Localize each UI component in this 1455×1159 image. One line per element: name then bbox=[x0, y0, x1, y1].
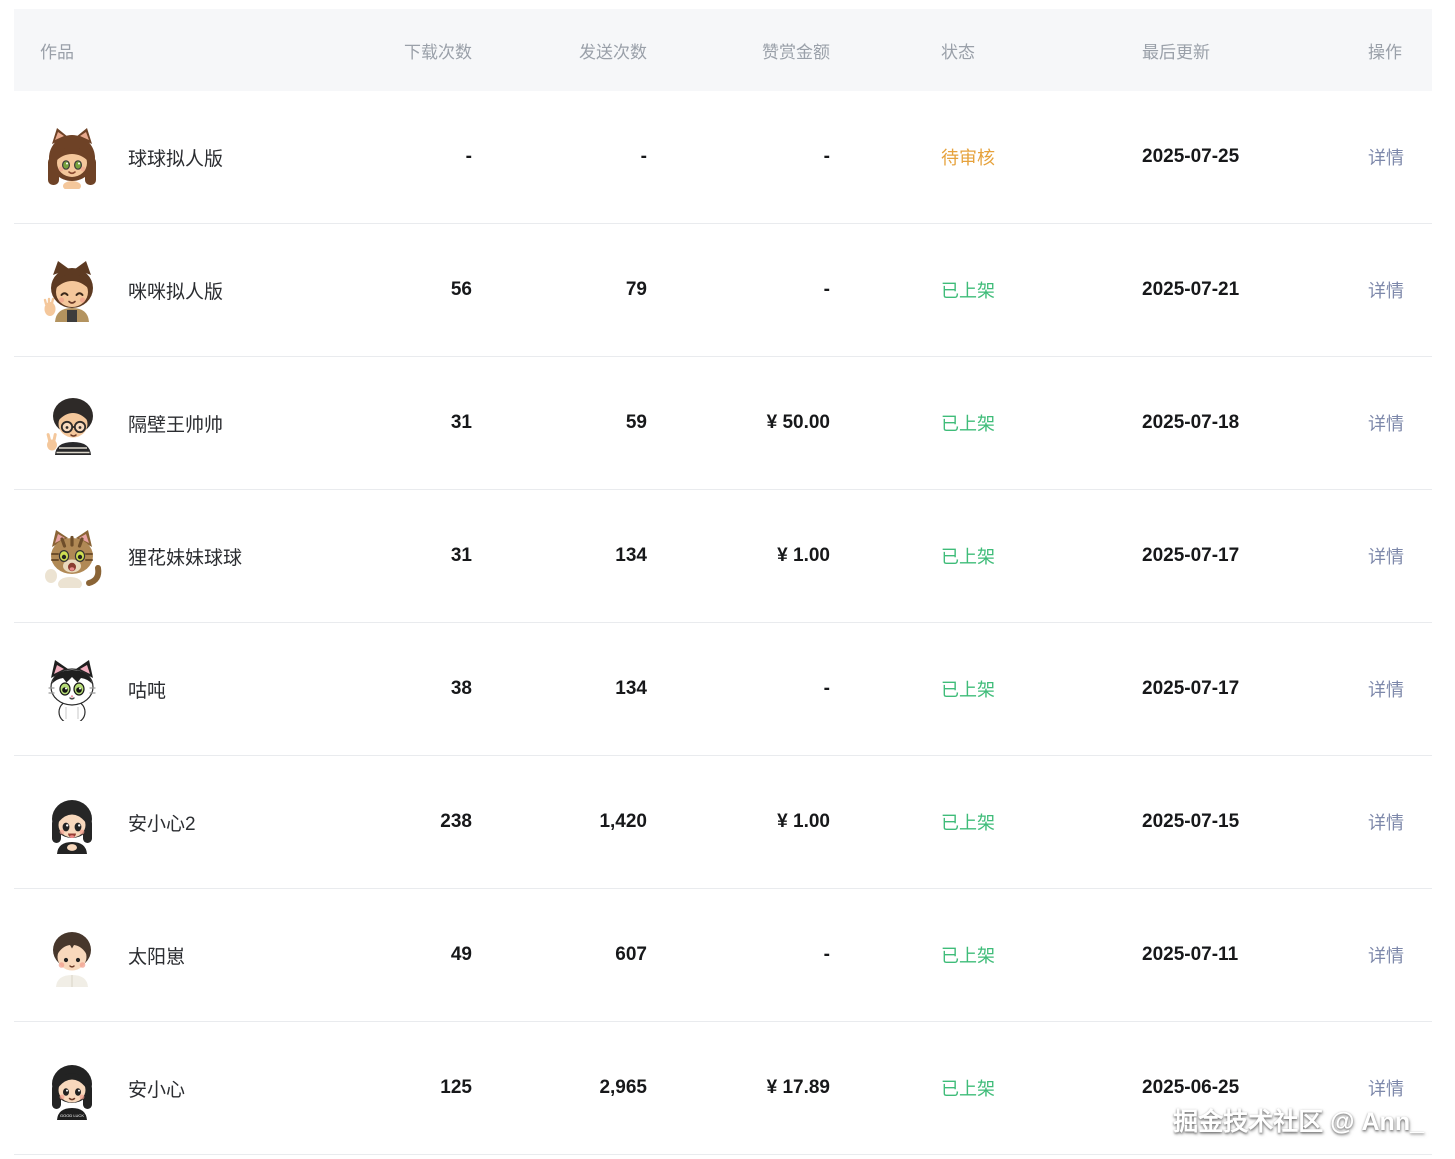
table-header: 作品 下载次数 发送次数 赞赏金额 状态 最后更新 操作 bbox=[14, 9, 1432, 91]
artworks-table: 作品 下载次数 发送次数 赞赏金额 状态 最后更新 操作 bbox=[14, 9, 1432, 1155]
updated-value: 2025-07-17 bbox=[1142, 545, 1240, 566]
downloads-value: 31 bbox=[450, 412, 472, 433]
artwork-name: 球球拟人版 bbox=[128, 148, 224, 170]
updated-value: 2025-07-18 bbox=[1142, 412, 1240, 433]
sends-value: 59 bbox=[625, 412, 647, 433]
reward-value: ¥ 17.89 bbox=[766, 1077, 830, 1098]
downloads-value: 49 bbox=[450, 944, 472, 965]
updated-value: 2025-07-25 bbox=[1142, 146, 1240, 167]
detail-link[interactable]: 详情 bbox=[1368, 946, 1404, 966]
col-updated: 最后更新 bbox=[1142, 42, 1210, 62]
watermark: 掘金技术社区 @ Ann_ bbox=[1173, 1108, 1424, 1136]
tabby-cat-avatar bbox=[40, 524, 104, 588]
col-action: 操作 bbox=[1368, 42, 1402, 62]
artwork-name: 隔壁王帅帅 bbox=[128, 414, 224, 436]
status-badge: 已上架 bbox=[941, 1079, 995, 1099]
downloads-value: 38 bbox=[450, 678, 472, 699]
reward-value: ¥ 50.00 bbox=[766, 412, 830, 433]
table-row: 咕吨 38 134 - 已上架 2025-07-17 详情 bbox=[14, 623, 1432, 756]
status-badge: 已上架 bbox=[941, 281, 995, 301]
sends-value: 134 bbox=[615, 678, 647, 699]
artwork-name: 狸花妹妹球球 bbox=[128, 547, 243, 569]
table-row: 太阳崽 49 607 - 已上架 2025-07-11 详情 bbox=[14, 889, 1432, 1022]
reward-value: - bbox=[823, 146, 830, 167]
reward-value: ¥ 1.00 bbox=[777, 811, 830, 832]
updated-value: 2025-07-15 bbox=[1142, 811, 1240, 832]
svg-text:GOOD LUCK: GOOD LUCK bbox=[60, 1113, 84, 1118]
downloads-value: 125 bbox=[440, 1077, 472, 1098]
bob-girl-avatar: GOOD LUCK bbox=[40, 1056, 104, 1120]
sends-value: 79 bbox=[625, 279, 647, 300]
sends-value: 1,420 bbox=[599, 811, 647, 832]
artwork-name: 咪咪拟人版 bbox=[128, 281, 224, 303]
col-reward: 赞赏金额 bbox=[762, 42, 830, 62]
artwork-name: 安小心2 bbox=[128, 813, 196, 835]
status-badge: 已上架 bbox=[941, 946, 995, 966]
col-downloads: 下载次数 bbox=[404, 42, 472, 62]
glasses-man-avatar bbox=[40, 391, 104, 455]
downloads-value: 31 bbox=[450, 545, 472, 566]
reward-value: ¥ 1.00 bbox=[777, 545, 830, 566]
cat-ear-boy-avatar bbox=[40, 258, 104, 322]
detail-link[interactable]: 详情 bbox=[1368, 414, 1404, 434]
artwork-name: 太阳崽 bbox=[128, 946, 186, 968]
col-artwork: 作品 bbox=[40, 42, 74, 62]
table-row: 狸花妹妹球球 31 134 ¥ 1.00 已上架 2025-07-17 详情 bbox=[14, 490, 1432, 623]
table-row: 隔壁王帅帅 31 59 ¥ 50.00 已上架 2025-07-18 详情 bbox=[14, 357, 1432, 490]
boy-avatar bbox=[40, 923, 104, 987]
status-badge: 已上架 bbox=[941, 547, 995, 567]
artwork-name: 安小心 bbox=[128, 1079, 186, 1101]
sends-value: 134 bbox=[615, 545, 647, 566]
status-badge: 已上架 bbox=[941, 414, 995, 434]
detail-link[interactable]: 详情 bbox=[1368, 680, 1404, 700]
table-row: 安小心2 238 1,420 ¥ 1.00 已上架 2025-07-15 详情 bbox=[14, 756, 1432, 889]
col-sends: 发送次数 bbox=[579, 42, 647, 62]
downloads-value: 238 bbox=[440, 811, 472, 832]
detail-link[interactable]: 详情 bbox=[1368, 547, 1404, 567]
updated-value: 2025-07-11 bbox=[1142, 944, 1239, 965]
table-row: GOOD LUCK 安小心 125 2,965 ¥ 17.89 已上架 2025… bbox=[14, 1022, 1432, 1155]
detail-link[interactable]: 详情 bbox=[1368, 281, 1404, 301]
artwork-name: 咕吨 bbox=[128, 680, 167, 702]
updated-value: 2025-06-25 bbox=[1142, 1077, 1240, 1098]
reward-value: - bbox=[823, 678, 830, 699]
sends-value: - bbox=[640, 146, 647, 167]
downloads-value: 56 bbox=[450, 279, 472, 300]
updated-value: 2025-07-21 bbox=[1142, 279, 1240, 300]
status-badge: 待审核 bbox=[941, 148, 995, 168]
sends-value: 607 bbox=[615, 944, 647, 965]
col-status: 状态 bbox=[941, 42, 975, 62]
updated-value: 2025-07-17 bbox=[1142, 678, 1240, 699]
reward-value: - bbox=[823, 944, 830, 965]
tuxedo-cat-avatar bbox=[40, 657, 104, 721]
sends-value: 2,965 bbox=[599, 1077, 647, 1098]
table-row: 球球拟人版 - - - 待审核 2025-07-25 详情 bbox=[14, 91, 1432, 224]
detail-link[interactable]: 详情 bbox=[1368, 148, 1404, 168]
table-row: 咪咪拟人版 56 79 - 已上架 2025-07-21 详情 bbox=[14, 224, 1432, 357]
bob-girl-excited-avatar bbox=[40, 790, 104, 854]
detail-link[interactable]: 详情 bbox=[1368, 813, 1404, 833]
reward-value: - bbox=[823, 279, 830, 300]
status-badge: 已上架 bbox=[941, 680, 995, 700]
status-badge: 已上架 bbox=[941, 813, 995, 833]
cat-ear-girl-avatar bbox=[40, 125, 104, 189]
downloads-value: - bbox=[465, 146, 472, 167]
detail-link[interactable]: 详情 bbox=[1368, 1079, 1404, 1099]
